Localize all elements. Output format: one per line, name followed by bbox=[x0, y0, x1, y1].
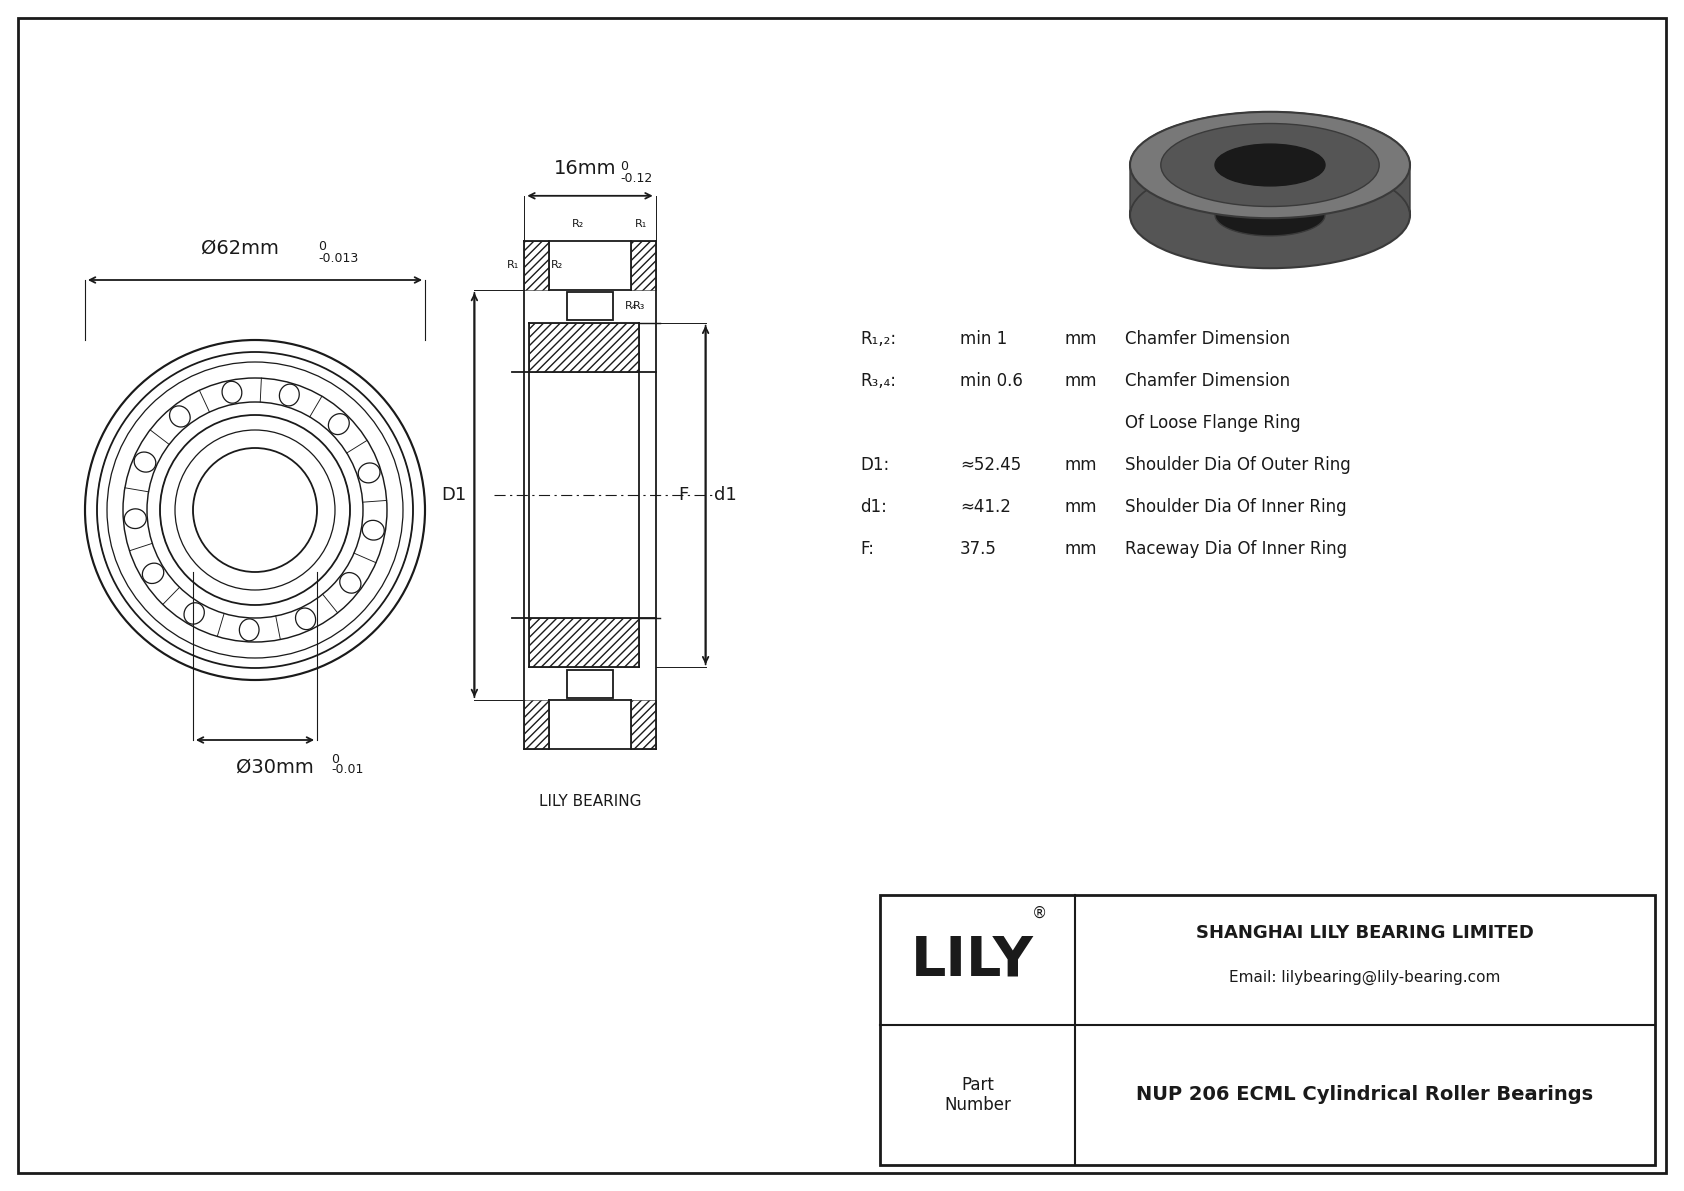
Text: mm: mm bbox=[1064, 540, 1098, 559]
Text: Part
Number: Part Number bbox=[945, 1075, 1010, 1115]
Bar bbox=[881, 894, 1655, 1165]
Text: R₃: R₃ bbox=[633, 301, 645, 311]
Text: ®: ® bbox=[1032, 905, 1047, 921]
Text: R₂: R₂ bbox=[551, 261, 562, 270]
Text: -0.013: -0.013 bbox=[318, 252, 359, 266]
Bar bbox=[524, 700, 549, 749]
Text: R₁,₂:: R₁,₂: bbox=[861, 330, 896, 348]
Text: SHANGHAI LILY BEARING LIMITED: SHANGHAI LILY BEARING LIMITED bbox=[1196, 924, 1534, 942]
Bar bbox=[632, 700, 655, 749]
Ellipse shape bbox=[1160, 124, 1379, 206]
Text: mm: mm bbox=[1064, 498, 1098, 516]
Text: R₂: R₂ bbox=[571, 219, 584, 229]
Polygon shape bbox=[1214, 166, 1325, 236]
Text: D1: D1 bbox=[441, 486, 466, 504]
Text: R₄: R₄ bbox=[625, 301, 637, 311]
Bar bbox=[524, 241, 549, 289]
Text: Ø30mm: Ø30mm bbox=[236, 757, 313, 777]
Ellipse shape bbox=[1130, 162, 1410, 268]
Text: Of Loose Flange Ring: Of Loose Flange Ring bbox=[1125, 414, 1300, 432]
Text: Shoulder Dia Of Inner Ring: Shoulder Dia Of Inner Ring bbox=[1125, 498, 1347, 516]
Text: ≈41.2: ≈41.2 bbox=[960, 498, 1010, 516]
Ellipse shape bbox=[1130, 112, 1410, 218]
Text: R₁: R₁ bbox=[507, 261, 519, 270]
Text: R₁: R₁ bbox=[635, 219, 647, 229]
Text: 0: 0 bbox=[318, 241, 327, 252]
Ellipse shape bbox=[1214, 144, 1325, 186]
Text: Chamfer Dimension: Chamfer Dimension bbox=[1125, 372, 1290, 389]
Bar bbox=[568, 293, 613, 320]
Bar bbox=[568, 669, 613, 698]
Text: min 0.6: min 0.6 bbox=[960, 372, 1022, 389]
Text: LILY: LILY bbox=[911, 933, 1034, 987]
Text: mm: mm bbox=[1064, 372, 1098, 389]
Text: Chamfer Dimension: Chamfer Dimension bbox=[1125, 330, 1290, 348]
Text: mm: mm bbox=[1064, 330, 1098, 348]
Text: -0.01: -0.01 bbox=[332, 763, 364, 777]
Text: Ø62mm: Ø62mm bbox=[200, 239, 280, 258]
Text: Raceway Dia Of Inner Ring: Raceway Dia Of Inner Ring bbox=[1125, 540, 1347, 559]
Text: F:: F: bbox=[861, 540, 874, 559]
Text: D1:: D1: bbox=[861, 456, 889, 474]
Text: min 1: min 1 bbox=[960, 330, 1007, 348]
Text: LILY BEARING: LILY BEARING bbox=[539, 794, 642, 809]
Text: d1: d1 bbox=[714, 486, 736, 504]
Text: NUP 206 ECML Cylindrical Roller Bearings: NUP 206 ECML Cylindrical Roller Bearings bbox=[1137, 1085, 1593, 1104]
Text: 16mm: 16mm bbox=[554, 158, 616, 177]
Bar bbox=[632, 241, 655, 289]
Text: F: F bbox=[679, 486, 689, 504]
Text: 0: 0 bbox=[332, 753, 338, 766]
Bar bbox=[529, 618, 640, 667]
Text: mm: mm bbox=[1064, 456, 1098, 474]
Bar bbox=[529, 323, 640, 372]
Text: R₃,₄:: R₃,₄: bbox=[861, 372, 896, 389]
Text: d1:: d1: bbox=[861, 498, 887, 516]
Text: Shoulder Dia Of Outer Ring: Shoulder Dia Of Outer Ring bbox=[1125, 456, 1351, 474]
Text: ≈52.45: ≈52.45 bbox=[960, 456, 1021, 474]
Text: -0.12: -0.12 bbox=[620, 172, 652, 185]
Text: 37.5: 37.5 bbox=[960, 540, 997, 559]
Text: 0: 0 bbox=[620, 160, 628, 173]
Text: Email: lilybearing@lily-bearing.com: Email: lilybearing@lily-bearing.com bbox=[1229, 969, 1500, 985]
Polygon shape bbox=[1130, 112, 1410, 216]
